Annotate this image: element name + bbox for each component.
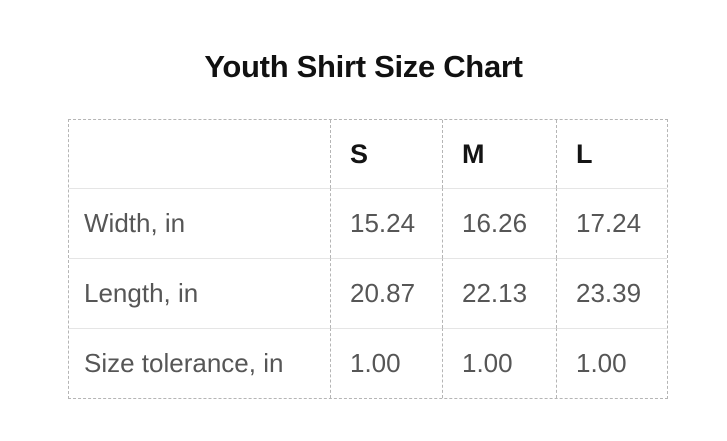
cell-value: 22.13	[442, 258, 556, 328]
cell-value: 16.26	[442, 188, 556, 258]
cell-value: 23.39	[556, 258, 667, 328]
table-row-length: Length, in 20.87 22.13 23.39	[69, 258, 667, 328]
table-row-width: Width, in 15.24 16.26 17.24	[69, 188, 667, 258]
cell-value: 1.00	[556, 328, 667, 398]
column-header-m: M	[442, 120, 556, 188]
size-chart-container: S M L Width, in 15.24 16.26 17.24 Length…	[68, 119, 668, 399]
row-label: Width, in	[69, 188, 330, 258]
row-label: Length, in	[69, 258, 330, 328]
page-title: Youth Shirt Size Chart	[204, 49, 523, 84]
column-header-l: L	[556, 120, 667, 188]
row-label: Size tolerance, in	[69, 328, 330, 398]
table-header-row: S M L	[69, 120, 667, 188]
cell-value: 1.00	[442, 328, 556, 398]
cell-value: 15.24	[330, 188, 442, 258]
cell-value: 17.24	[556, 188, 667, 258]
column-header-s: S	[330, 120, 442, 188]
corner-cell	[69, 120, 330, 188]
cell-value: 1.00	[330, 328, 442, 398]
size-chart-table: S M L Width, in 15.24 16.26 17.24 Length…	[68, 119, 668, 399]
table-row-size-tolerance: Size tolerance, in 1.00 1.00 1.00	[69, 328, 667, 398]
cell-value: 20.87	[330, 258, 442, 328]
